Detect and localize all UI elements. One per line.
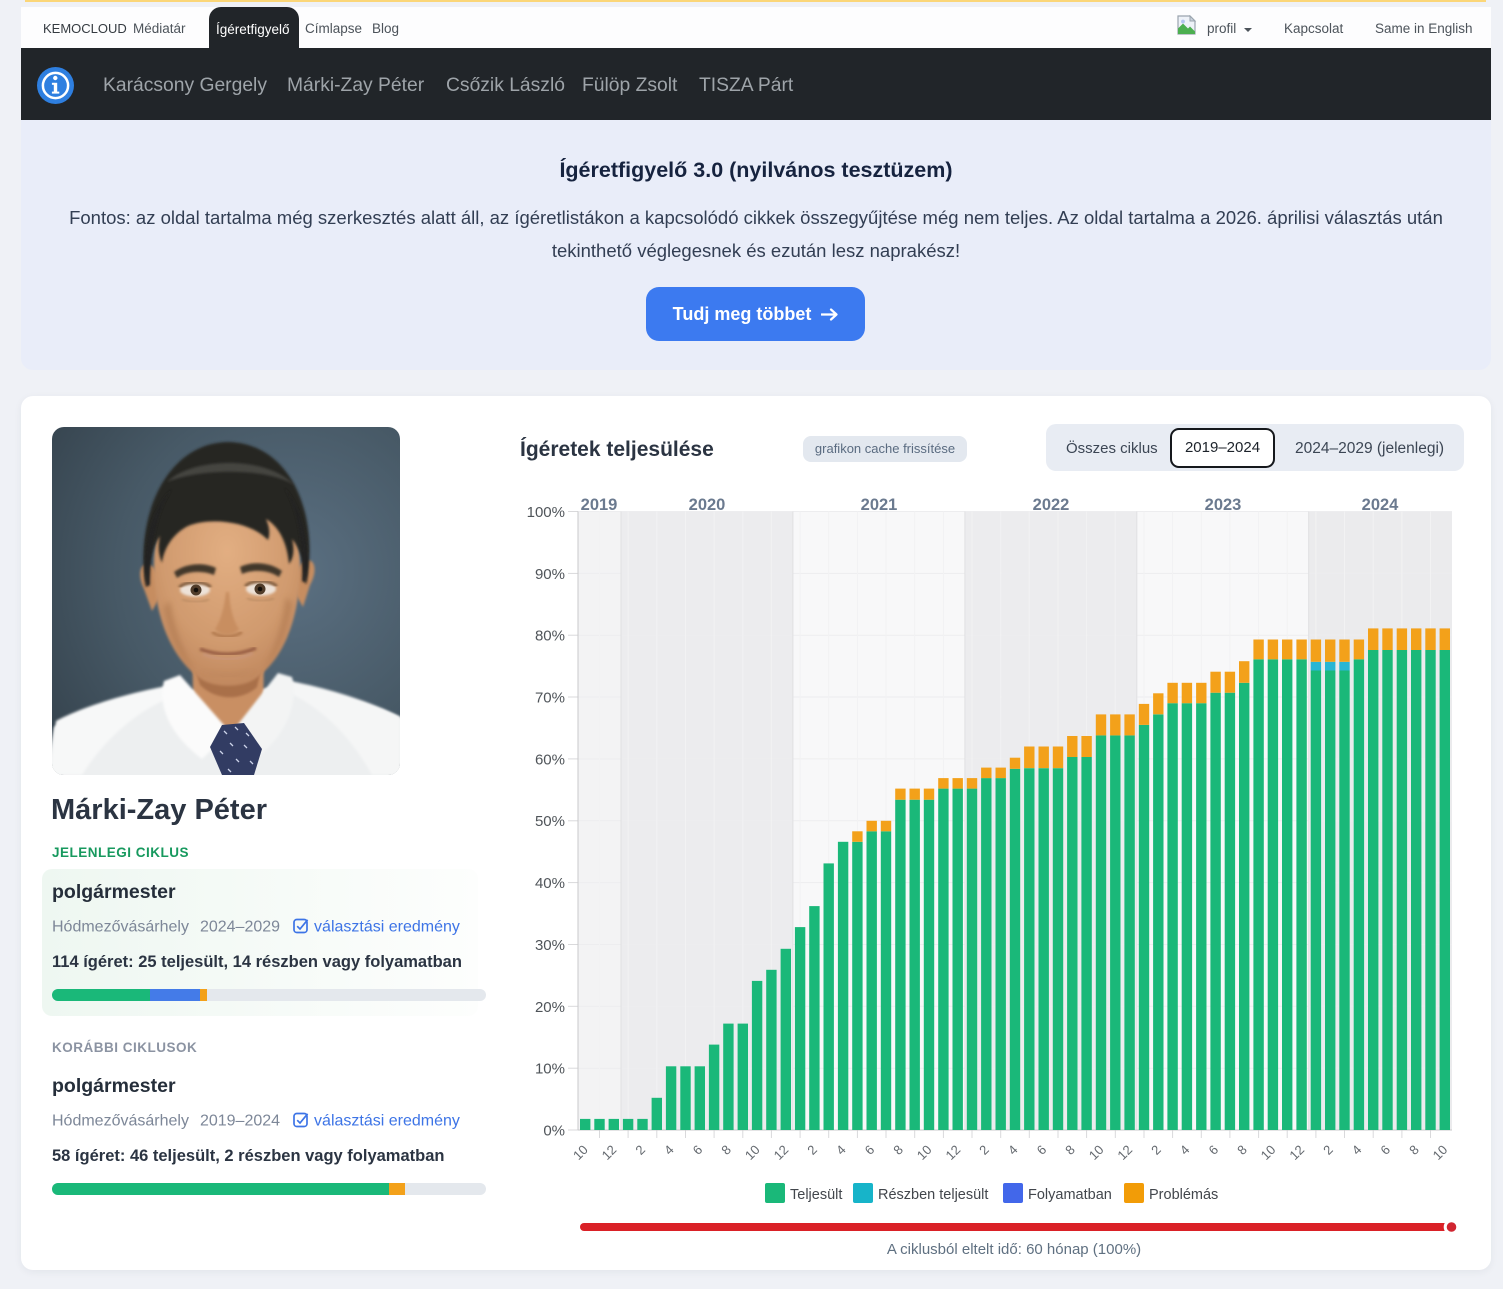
svg-text:50%: 50% (535, 813, 565, 830)
svg-text:10: 10 (570, 1142, 591, 1163)
svg-text:90%: 90% (535, 566, 565, 583)
svg-text:10%: 10% (535, 1061, 565, 1078)
svg-text:60%: 60% (535, 751, 565, 768)
svg-text:4: 4 (833, 1142, 849, 1158)
svg-text:Problémás: Problémás (1149, 1187, 1218, 1203)
svg-text:0%: 0% (543, 1123, 565, 1140)
svg-text:Folyamatban: Folyamatban (1028, 1187, 1112, 1203)
svg-text:6: 6 (862, 1142, 878, 1158)
svg-text:10: 10 (1258, 1142, 1279, 1163)
svg-text:12: 12 (599, 1142, 620, 1163)
svg-text:8: 8 (1234, 1142, 1250, 1158)
svg-text:Részben teljesült: Részben teljesült (878, 1187, 988, 1203)
svg-text:2: 2 (804, 1142, 820, 1158)
svg-text:Teljesült: Teljesült (790, 1187, 842, 1203)
svg-text:A ciklusból eltelt idő: 60 hón: A ciklusból eltelt idő: 60 hónap (100%) (887, 1241, 1141, 1258)
svg-text:8: 8 (1062, 1142, 1078, 1158)
svg-text:6: 6 (1205, 1142, 1221, 1158)
svg-text:2: 2 (976, 1142, 992, 1158)
svg-text:20%: 20% (535, 999, 565, 1016)
svg-text:70%: 70% (535, 690, 565, 707)
svg-text:6: 6 (1034, 1142, 1050, 1158)
svg-text:30%: 30% (535, 937, 565, 954)
svg-text:4: 4 (661, 1142, 677, 1158)
svg-text:40%: 40% (535, 875, 565, 892)
svg-text:2019: 2019 (581, 496, 618, 514)
svg-text:10: 10 (914, 1142, 935, 1163)
svg-text:6: 6 (690, 1142, 706, 1158)
svg-text:12: 12 (771, 1142, 792, 1163)
svg-text:8: 8 (718, 1142, 734, 1158)
svg-text:2: 2 (1148, 1142, 1164, 1158)
svg-text:8: 8 (1406, 1142, 1422, 1158)
svg-text:10: 10 (1430, 1142, 1451, 1163)
svg-text:10: 10 (1086, 1142, 1107, 1163)
svg-text:4: 4 (1349, 1142, 1365, 1158)
svg-text:2020: 2020 (689, 496, 726, 514)
svg-text:100%: 100% (527, 504, 565, 521)
svg-text:10: 10 (742, 1142, 763, 1163)
svg-text:2024: 2024 (1362, 496, 1400, 514)
svg-text:12: 12 (1114, 1142, 1135, 1163)
svg-text:4: 4 (1177, 1142, 1193, 1158)
svg-text:8: 8 (890, 1142, 906, 1158)
svg-text:4: 4 (1005, 1142, 1021, 1158)
svg-text:12: 12 (1286, 1142, 1307, 1163)
svg-text:2: 2 (632, 1142, 648, 1158)
svg-text:12: 12 (942, 1142, 963, 1163)
svg-text:80%: 80% (535, 628, 565, 645)
svg-text:2022: 2022 (1033, 496, 1070, 514)
svg-text:6: 6 (1377, 1142, 1393, 1158)
svg-text:2: 2 (1320, 1142, 1336, 1158)
svg-text:2021: 2021 (861, 496, 898, 514)
svg-text:2023: 2023 (1205, 496, 1242, 514)
